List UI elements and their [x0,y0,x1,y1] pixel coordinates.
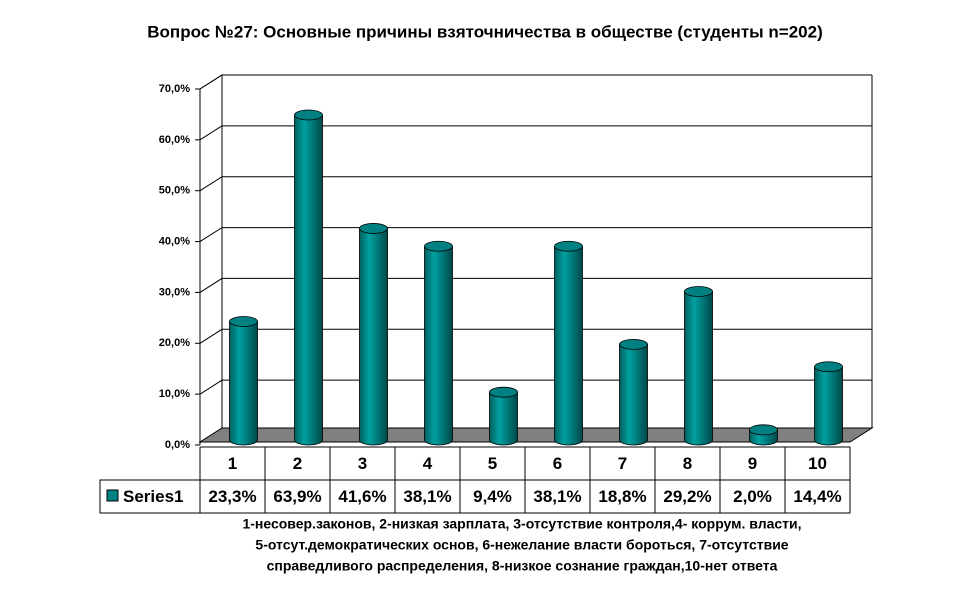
value-label: 29,2% [663,487,711,506]
bars [229,109,843,446]
value-label: 18,8% [598,487,646,506]
y-tick-label: 10,0% [159,388,190,400]
bar [424,240,453,446]
grid-line [199,328,872,344]
bar-body [554,245,583,446]
value-label: 41,6% [338,487,386,506]
note: 1-несовер.законов, 2-низкая зарплата, 3-… [242,516,801,574]
note-line: справедливого распределения, 8-низкое со… [267,558,778,574]
bar [619,338,648,446]
bar-top [424,240,453,252]
y-tick-label: 20,0% [159,337,190,349]
bar-top [489,386,518,398]
bar-body [294,114,323,446]
bar [489,386,518,446]
bar-top [619,338,648,350]
grid-line [199,277,872,293]
value-label: 9,4% [473,487,512,506]
grid-line [199,176,872,192]
value-label: 2,0% [733,487,772,506]
category-label: 1 [228,454,237,473]
category-label: 8 [683,454,692,473]
value-label: 38,1% [403,487,451,506]
table-border [99,446,851,514]
side-wall [199,74,223,445]
legend-swatch [106,489,119,502]
bar-top [749,424,778,436]
value-label: 38,1% [533,487,581,506]
bar-body [814,366,843,446]
bar-body [684,291,713,446]
bar [359,223,388,446]
y-tick-label: 50,0% [159,185,190,197]
bar-body [619,343,648,446]
grid-line [199,227,872,242]
bar-body [229,321,258,446]
value-label: 14,4% [793,487,841,506]
category-label: 9 [748,454,757,473]
bar [814,361,843,446]
y-tick-label: 30,0% [159,286,190,298]
bar-body [359,228,388,446]
data-table: 0,0% 10,0% 20,0% 30,0% 40,0% 50,0% 60,0% 70,0% 1… [99,83,851,514]
y-tick-label: 70,0% [159,83,190,95]
category-label: 6 [553,454,562,473]
grid-line [199,125,872,141]
legend-label: Series1 [123,487,184,506]
bar-top [294,109,323,121]
grid-line [199,74,872,90]
category-label: 2 [293,454,302,473]
bar [749,424,778,446]
grid-line [199,379,872,395]
grid [195,74,872,446]
y-tick-label: 40,0% [159,235,190,247]
category-label: 10 [808,454,827,473]
category-label: 7 [618,454,627,473]
value-label: 23,3% [208,487,256,506]
bar-top [554,240,583,252]
bar [684,286,713,446]
y-tick-label: 0,0% [165,439,190,451]
note-line: 1-несовер.законов, 2-низкая зарплата, 3-… [242,516,801,532]
bar [554,240,583,446]
bar-top [359,223,388,234]
category-label: 5 [488,454,497,473]
bar [294,109,323,446]
y-tick-label: 60,0% [159,134,190,146]
bar-body [489,391,518,446]
category-label: 3 [358,454,367,473]
note-line: 5-отсут.демократических основ, 6-нежелан… [255,537,788,553]
bar-top [814,361,843,373]
bar-top [684,286,713,297]
bar [229,316,258,446]
chart-title: Вопрос №27: Основные причины взяточничес… [147,22,822,41]
category-label: 4 [423,454,433,473]
bar-top [229,316,258,327]
value-label: 63,9% [273,487,321,506]
bar-body [424,245,453,446]
